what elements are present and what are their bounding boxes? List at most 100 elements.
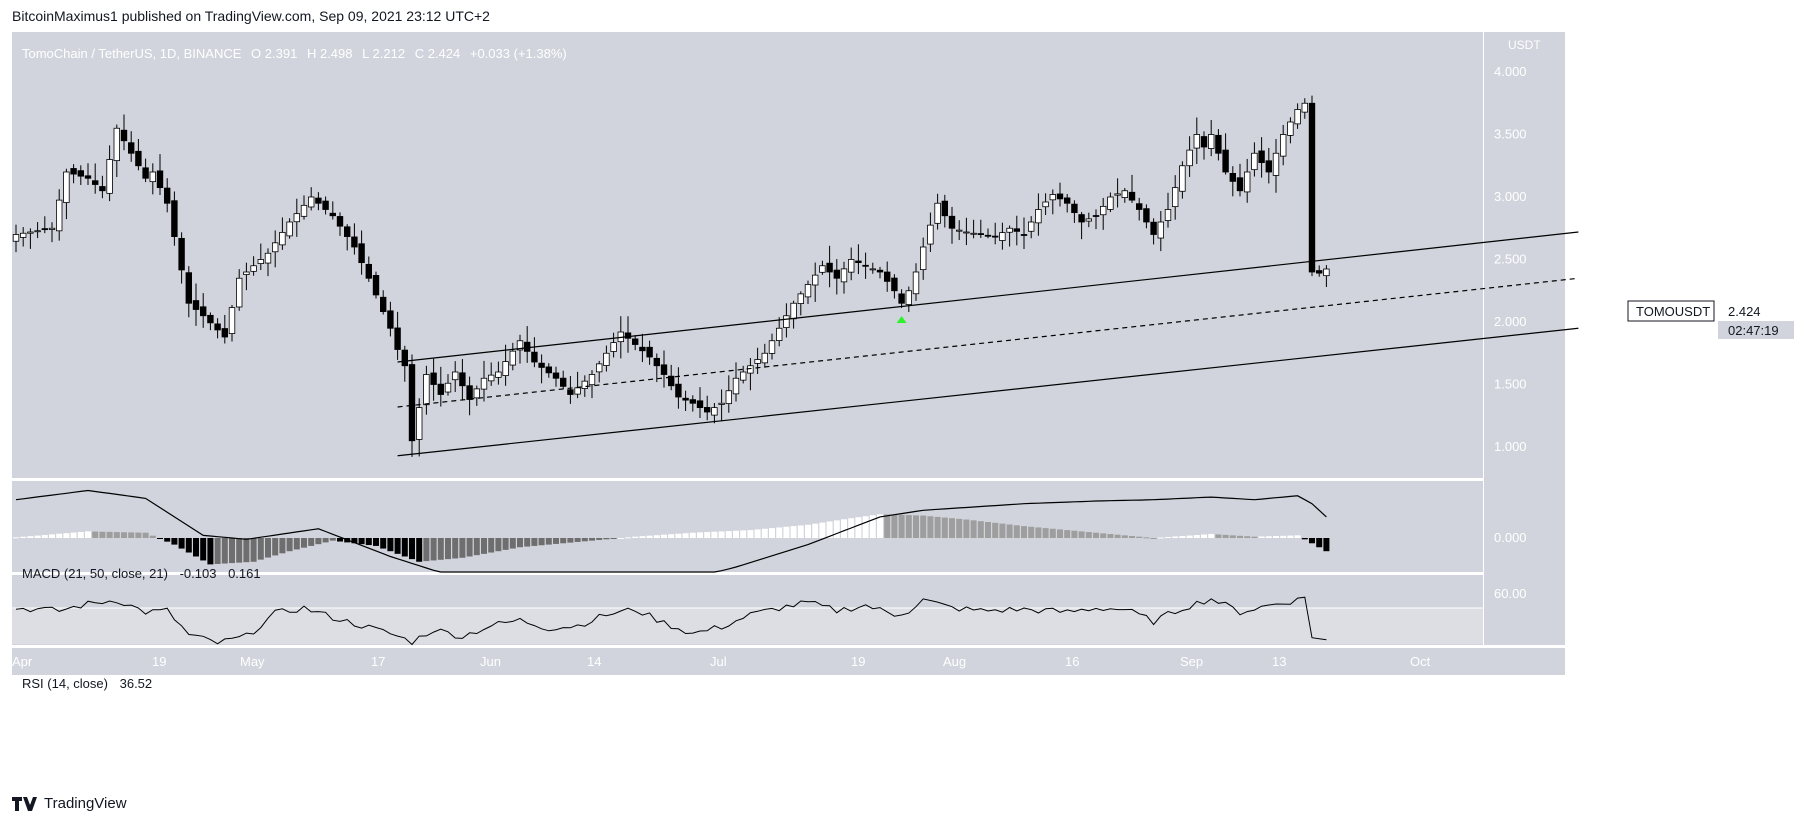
candle-body — [1301, 102, 1308, 113]
macd-histogram-bar — [193, 538, 199, 557]
macd-histogram-bar — [380, 538, 387, 549]
candle-body — [754, 359, 761, 364]
signal-arrow-icon — [896, 316, 907, 323]
macd-histogram-bar — [632, 536, 639, 538]
low-value: 2.212 — [373, 46, 406, 61]
rsi-value: 36.52 — [120, 676, 153, 691]
candle-body — [984, 234, 992, 237]
macd-histogram-bar — [473, 538, 480, 556]
macd-histogram-bar — [1323, 538, 1330, 552]
macd-histogram-bar — [833, 520, 840, 538]
candle-body — [1265, 160, 1272, 173]
price-tick: 2.500 — [1494, 252, 1527, 267]
macd-histogram-bar — [682, 533, 689, 538]
macd-histogram-bar — [113, 532, 120, 538]
candle-body — [106, 159, 113, 194]
candle-body — [401, 349, 408, 367]
candle-body — [1107, 196, 1114, 210]
candle-body — [927, 224, 934, 245]
candle-body — [1186, 149, 1193, 167]
time-axis[interactable] — [12, 648, 1565, 675]
macd-histogram-bar — [927, 516, 934, 538]
tradingview-footer[interactable]: TradingView — [12, 795, 127, 812]
candle-body — [531, 351, 538, 363]
candle-body — [776, 327, 783, 341]
candle-body — [920, 246, 927, 271]
candle-body — [1251, 152, 1258, 171]
candle-body — [1078, 214, 1085, 223]
macd-histogram-bar — [941, 517, 948, 538]
macd-histogram-bar — [977, 521, 984, 538]
candle-body — [135, 150, 142, 167]
candle-body — [1229, 172, 1236, 182]
macd-histogram-bar — [1208, 534, 1215, 538]
time-tick: 19 — [851, 654, 865, 669]
macd-histogram-bar — [1165, 537, 1171, 539]
macd-histogram-bar — [27, 536, 34, 538]
price-tick: 3.000 — [1494, 189, 1527, 204]
macd-histogram-bar — [1157, 537, 1164, 539]
macd-histogram-bar — [905, 515, 912, 538]
macd-histogram-bar — [229, 538, 235, 564]
candle-body — [740, 371, 747, 381]
macd-histogram-bar — [1201, 534, 1207, 538]
macd-histogram-bar — [20, 536, 27, 538]
chart-canvas[interactable]: USDT 4.000 3.500 3.000 2.500 2.000 1.500 1.000 0… — [0, 0, 1813, 790]
price-axis[interactable] — [1484, 32, 1565, 645]
macd-legend: MACD (21, 50, close, 21) -0.103 0.161 — [22, 566, 261, 581]
price-pane[interactable] — [12, 32, 1483, 478]
last-price-tag: TOMOUSDT 2.424 02:47:19 — [1627, 300, 1794, 339]
macd-histogram-bar — [373, 538, 379, 546]
candle-body — [905, 290, 912, 305]
candle-body — [538, 362, 545, 368]
candle-body — [185, 272, 192, 304]
candle-body — [970, 232, 977, 235]
macd-histogram-bar — [257, 538, 264, 560]
candle-body — [423, 374, 430, 406]
candle-body — [113, 127, 120, 162]
rsi-tick: 60.00 — [1494, 586, 1527, 601]
time-tick: 17 — [371, 654, 385, 669]
candle-body — [732, 377, 740, 395]
macd-histogram-bar — [221, 538, 228, 564]
tradingview-logo-icon — [12, 796, 37, 811]
time-tick: Oct — [1410, 654, 1431, 669]
candle-body — [588, 374, 596, 386]
macd-histogram-bar — [711, 531, 718, 538]
macd-histogram-bar — [272, 538, 279, 556]
candle-body — [660, 364, 668, 375]
macd-histogram-bar — [337, 538, 343, 542]
price-legend: TomoChain / TetherUS, 1D, BINANCE O 2.39… — [22, 46, 567, 61]
macd-pane[interactable] — [12, 481, 1483, 572]
candle-body — [444, 382, 452, 393]
candle-body — [574, 387, 581, 395]
macd-histogram-bar — [553, 538, 559, 544]
candle-body — [156, 170, 164, 189]
time-tick: Apr — [12, 654, 33, 669]
macd-histogram-bar — [646, 535, 653, 538]
macd-histogram-bar — [1258, 536, 1265, 538]
macd-histogram-bar — [63, 533, 70, 538]
candle-body — [977, 233, 984, 235]
macd-histogram-bar — [1273, 536, 1279, 538]
candle-body — [1164, 209, 1172, 221]
candle-body — [120, 129, 128, 142]
macd-histogram-bar — [92, 531, 99, 538]
candle-body — [718, 402, 725, 405]
macd-histogram-bar — [617, 538, 624, 539]
candle-body — [235, 277, 243, 308]
macd-histogram-bar — [243, 538, 250, 563]
candle-body — [711, 407, 718, 416]
candle-body — [747, 365, 754, 374]
candle-body — [264, 252, 272, 264]
macd-histogram-bar — [265, 538, 271, 558]
macd-histogram-bar — [574, 538, 581, 542]
macd-histogram-bar — [898, 514, 905, 538]
candle-body — [545, 366, 552, 374]
candle-body — [192, 300, 200, 310]
macd-histogram-bar — [157, 538, 163, 539]
candle-body — [934, 202, 941, 224]
candle-body — [243, 271, 250, 275]
macd-histogram-bar — [142, 532, 149, 538]
macd-histogram-bar — [1114, 534, 1121, 538]
